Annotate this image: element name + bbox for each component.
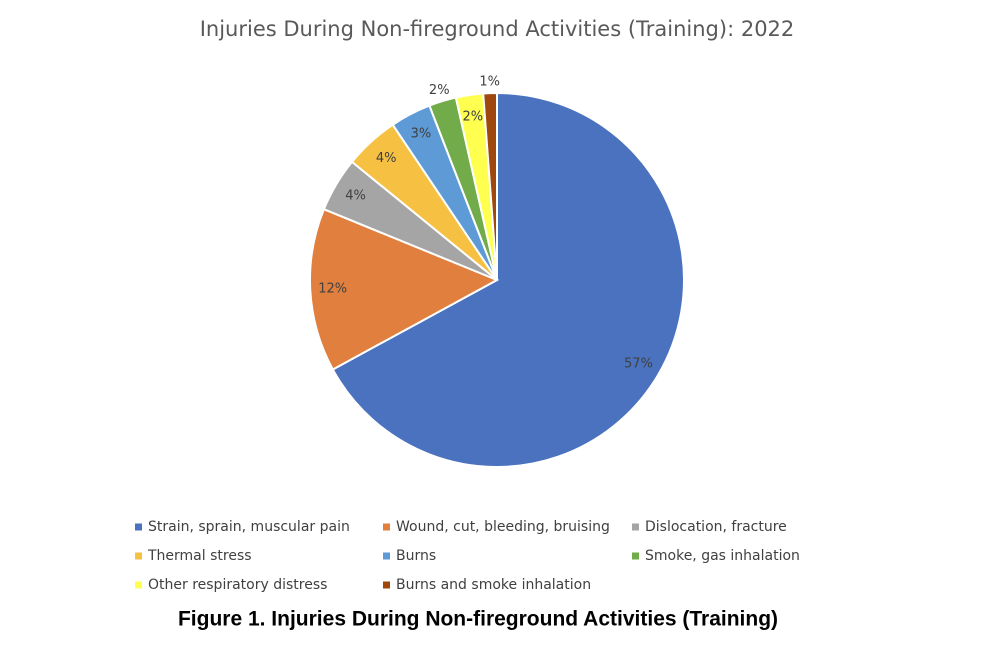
figure-caption: Figure 1. Injuries During Non-fireground… bbox=[178, 608, 778, 631]
legend-swatch bbox=[383, 523, 390, 531]
legend-swatch bbox=[135, 523, 142, 531]
data-label: 12% bbox=[318, 282, 347, 297]
legend-label: Burns and smoke inhalation bbox=[396, 577, 591, 593]
legend-label: Wound, cut, bleeding, bruising bbox=[396, 519, 610, 535]
legend-swatch bbox=[383, 581, 390, 589]
data-label: 4% bbox=[345, 188, 366, 203]
chart-title: Injuries During Non-fireground Activitie… bbox=[200, 17, 795, 41]
data-label: 2% bbox=[429, 83, 450, 98]
pie-slice bbox=[482, 91, 498, 281]
legend-label: Thermal stress bbox=[147, 548, 252, 564]
data-label: 4% bbox=[376, 151, 397, 166]
legend-swatch bbox=[135, 581, 142, 589]
pie-slice bbox=[331, 91, 685, 468]
legend-swatch bbox=[383, 552, 390, 560]
legend-label: Smoke, gas inhalation bbox=[645, 548, 800, 564]
legend-label: Strain, sprain, muscular pain bbox=[148, 519, 350, 535]
legend-label: Other respiratory distress bbox=[148, 577, 327, 593]
pie-slice bbox=[309, 207, 500, 371]
legend-swatch bbox=[135, 552, 142, 560]
data-label: 3% bbox=[411, 127, 432, 142]
legend-label: Dislocation, fracture bbox=[645, 519, 787, 535]
legend-label: Burns bbox=[396, 548, 436, 564]
data-label: 1% bbox=[479, 74, 500, 89]
legend-swatch bbox=[632, 523, 639, 531]
data-label: 2% bbox=[462, 110, 483, 125]
data-label: 57% bbox=[624, 357, 653, 372]
legend-swatch bbox=[632, 552, 639, 560]
